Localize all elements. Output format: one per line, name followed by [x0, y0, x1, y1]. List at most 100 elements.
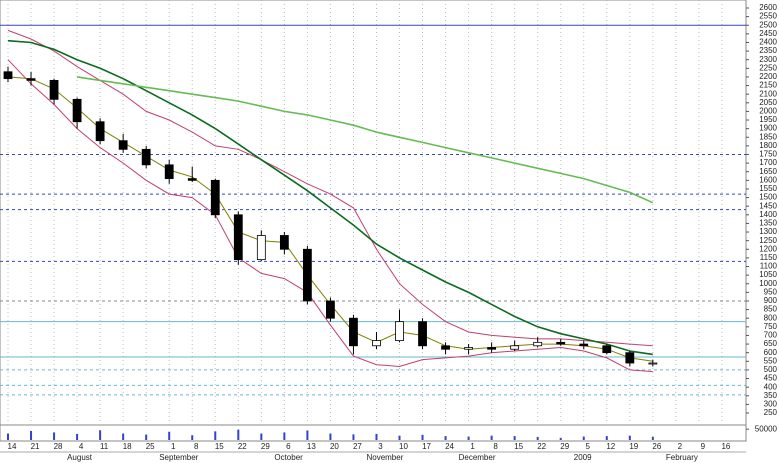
volume-bar [628, 435, 631, 440]
month-label: September [159, 453, 198, 462]
volume-bar [76, 433, 79, 440]
y-tick-label: 2250 [759, 63, 777, 72]
volume-bar [99, 430, 102, 440]
y-tick-label: 2050 [759, 98, 777, 107]
volume-bar [168, 431, 171, 440]
y-tick-label: 700 [764, 331, 778, 340]
candle-body [510, 345, 520, 350]
volume-bar [306, 430, 309, 440]
y-tick-label: 2450 [759, 29, 777, 38]
month-label: August [67, 453, 93, 462]
y-tick-label: 250 [764, 408, 778, 417]
x-tick-label: 4 [79, 442, 84, 451]
plot-frame [0, 0, 747, 426]
y-tick-label: 1950 [759, 115, 777, 124]
month-label: February [666, 453, 698, 462]
y-tick-label: 1700 [759, 158, 777, 167]
candle-body [556, 341, 566, 345]
y-tick-label: 800 [764, 313, 778, 322]
x-tick-label: 9 [701, 442, 706, 451]
candle-body [72, 98, 82, 123]
candle-body [210, 179, 220, 216]
x-tick-label: 18 [123, 442, 132, 451]
y-tick-label: 550 [764, 356, 778, 365]
volume-bar [398, 435, 401, 440]
x-tick-label: 26 [652, 442, 661, 451]
month-label: December [459, 453, 496, 462]
y-tick-label: 1250 [759, 236, 777, 245]
y-tick-label: 2400 [759, 38, 777, 47]
x-tick-label: 12 [606, 442, 615, 451]
volume-bar [7, 433, 9, 440]
candle-body [395, 321, 404, 342]
y-tick-label: 1150 [760, 253, 778, 262]
x-tick-label: 29 [261, 442, 270, 451]
y-tick-label: 2500 [759, 20, 777, 29]
x-tick-label: 20 [330, 442, 339, 451]
y-tick-label: 1400 [759, 210, 777, 219]
volume-bar [559, 437, 562, 440]
candle-body [187, 178, 197, 181]
indicator-line [76, 76, 654, 204]
y-tick-label: 2150 [759, 81, 777, 90]
volume-bar [283, 432, 286, 440]
x-tick-label: 22 [537, 442, 546, 451]
candle-body [602, 345, 612, 354]
y-tick-label: 750 [764, 322, 778, 331]
volume-bar [605, 436, 608, 440]
volume-bar [536, 436, 539, 440]
volume-bar [651, 436, 654, 440]
x-tick-label: 25 [146, 442, 155, 451]
candle-body [3, 71, 13, 80]
y-tick-label: 2100 [759, 89, 777, 98]
candle-body [487, 347, 497, 350]
y-tick-label: 350 [764, 391, 778, 400]
y-tick-label: 50000 [755, 424, 778, 433]
y-tick-label: 1850 [759, 132, 777, 141]
y-tick-label: 1650 [759, 167, 777, 176]
candle-body [49, 79, 59, 100]
y-tick-label: 1900 [759, 124, 777, 133]
month-label: October [274, 453, 303, 462]
indicator-line [7, 29, 653, 347]
y-tick-label: 1600 [759, 175, 777, 184]
y-tick-label: 450 [764, 374, 778, 383]
x-tick-label: 29 [560, 442, 569, 451]
y-tick-label: 650 [764, 339, 778, 348]
y-tick-label: 2350 [759, 46, 777, 55]
volume-bar [582, 436, 585, 440]
candle-body [418, 321, 427, 347]
y-tick-label: 1200 [759, 244, 777, 253]
y-tick-label: 2200 [759, 72, 777, 81]
x-tick-label: 27 [353, 442, 362, 451]
volume-bar [30, 430, 33, 440]
y-tick-label: 1100 [760, 262, 778, 271]
volume-bar [145, 434, 148, 440]
candle-body [164, 164, 174, 180]
y-tick-label: 2300 [759, 55, 777, 64]
month-label: 2009 [574, 453, 592, 462]
candle-body [279, 235, 289, 250]
volume-bar [467, 436, 470, 440]
candle-body [464, 347, 474, 350]
y-tick-label: 1300 [759, 227, 777, 236]
volume-frame [0, 424, 747, 442]
x-tick-label: 22 [238, 442, 247, 451]
y-tick-label: 400 [764, 382, 778, 391]
volume-bar [191, 435, 194, 440]
candle-body [441, 345, 450, 350]
x-tick-label: 1 [470, 442, 475, 451]
y-tick-label: 950 [764, 287, 778, 296]
x-tick-label: 15 [514, 442, 523, 451]
candle-body [372, 340, 381, 347]
y-tick-label: 1800 [759, 141, 777, 150]
x-tick-label: 21 [31, 442, 40, 451]
volume-bar [375, 433, 378, 440]
indicator-line [7, 59, 653, 373]
y-tick-label: 500 [764, 365, 778, 374]
volume-bar [53, 432, 56, 440]
volume-bar [329, 433, 332, 440]
x-tick-label: 1 [171, 442, 176, 451]
candle-body [256, 235, 266, 261]
y-tick-label: 300 [764, 399, 778, 408]
